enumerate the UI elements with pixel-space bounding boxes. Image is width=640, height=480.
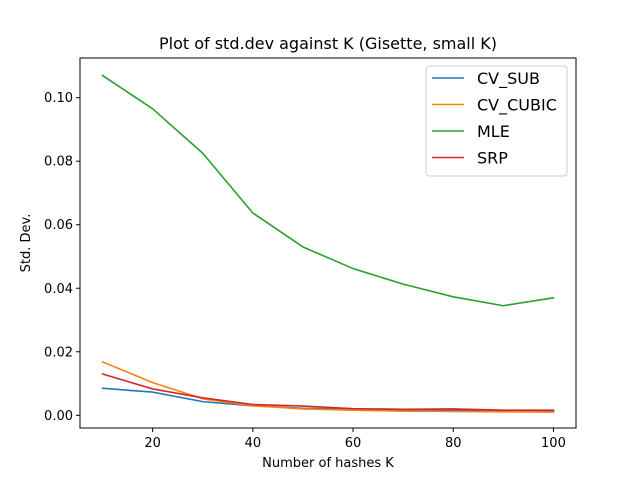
legend-label-cv-sub: CV_SUB [477, 69, 540, 89]
x-axis-ticks: 20 40 60 80 100 [144, 428, 566, 451]
x-tick-label: 20 [144, 436, 161, 451]
chart-title: Plot of std.dev against K (Gisette, smal… [159, 34, 497, 53]
plot-frame [79, 57, 577, 429]
y-axis-label: Std. Dev. [19, 214, 34, 273]
legend-label-srp: SRP [477, 149, 508, 168]
series-line-mle [101, 74, 555, 307]
y-tick-label: 0.08 [44, 155, 73, 170]
y-tick-label: 0.00 [44, 409, 73, 424]
x-tick-label: 40 [245, 436, 262, 451]
series-line-cv-cubic [101, 360, 555, 413]
y-tick-label: 0.10 [44, 91, 73, 106]
legend-label-cv-cubic: CV_CUBIC [477, 96, 557, 116]
y-axis-ticks: 0.00 0.02 0.04 0.06 0.08 0.10 [44, 91, 80, 424]
x-tick-label: 60 [345, 436, 362, 451]
x-axis-label: Number of hashes K [262, 456, 394, 471]
legend: CV_SUB CV_CUBIC MLE SRP [425, 65, 568, 177]
x-tick-label: 80 [445, 436, 462, 451]
series-lines [101, 74, 555, 413]
series-line-srp [101, 373, 555, 412]
legend-box [425, 65, 568, 177]
y-tick-label: 0.06 [44, 218, 73, 233]
legend-label-mle: MLE [477, 122, 510, 141]
x-tick-label: 100 [541, 436, 566, 451]
y-tick-label: 0.02 [44, 345, 73, 360]
y-tick-label: 0.04 [44, 282, 73, 297]
